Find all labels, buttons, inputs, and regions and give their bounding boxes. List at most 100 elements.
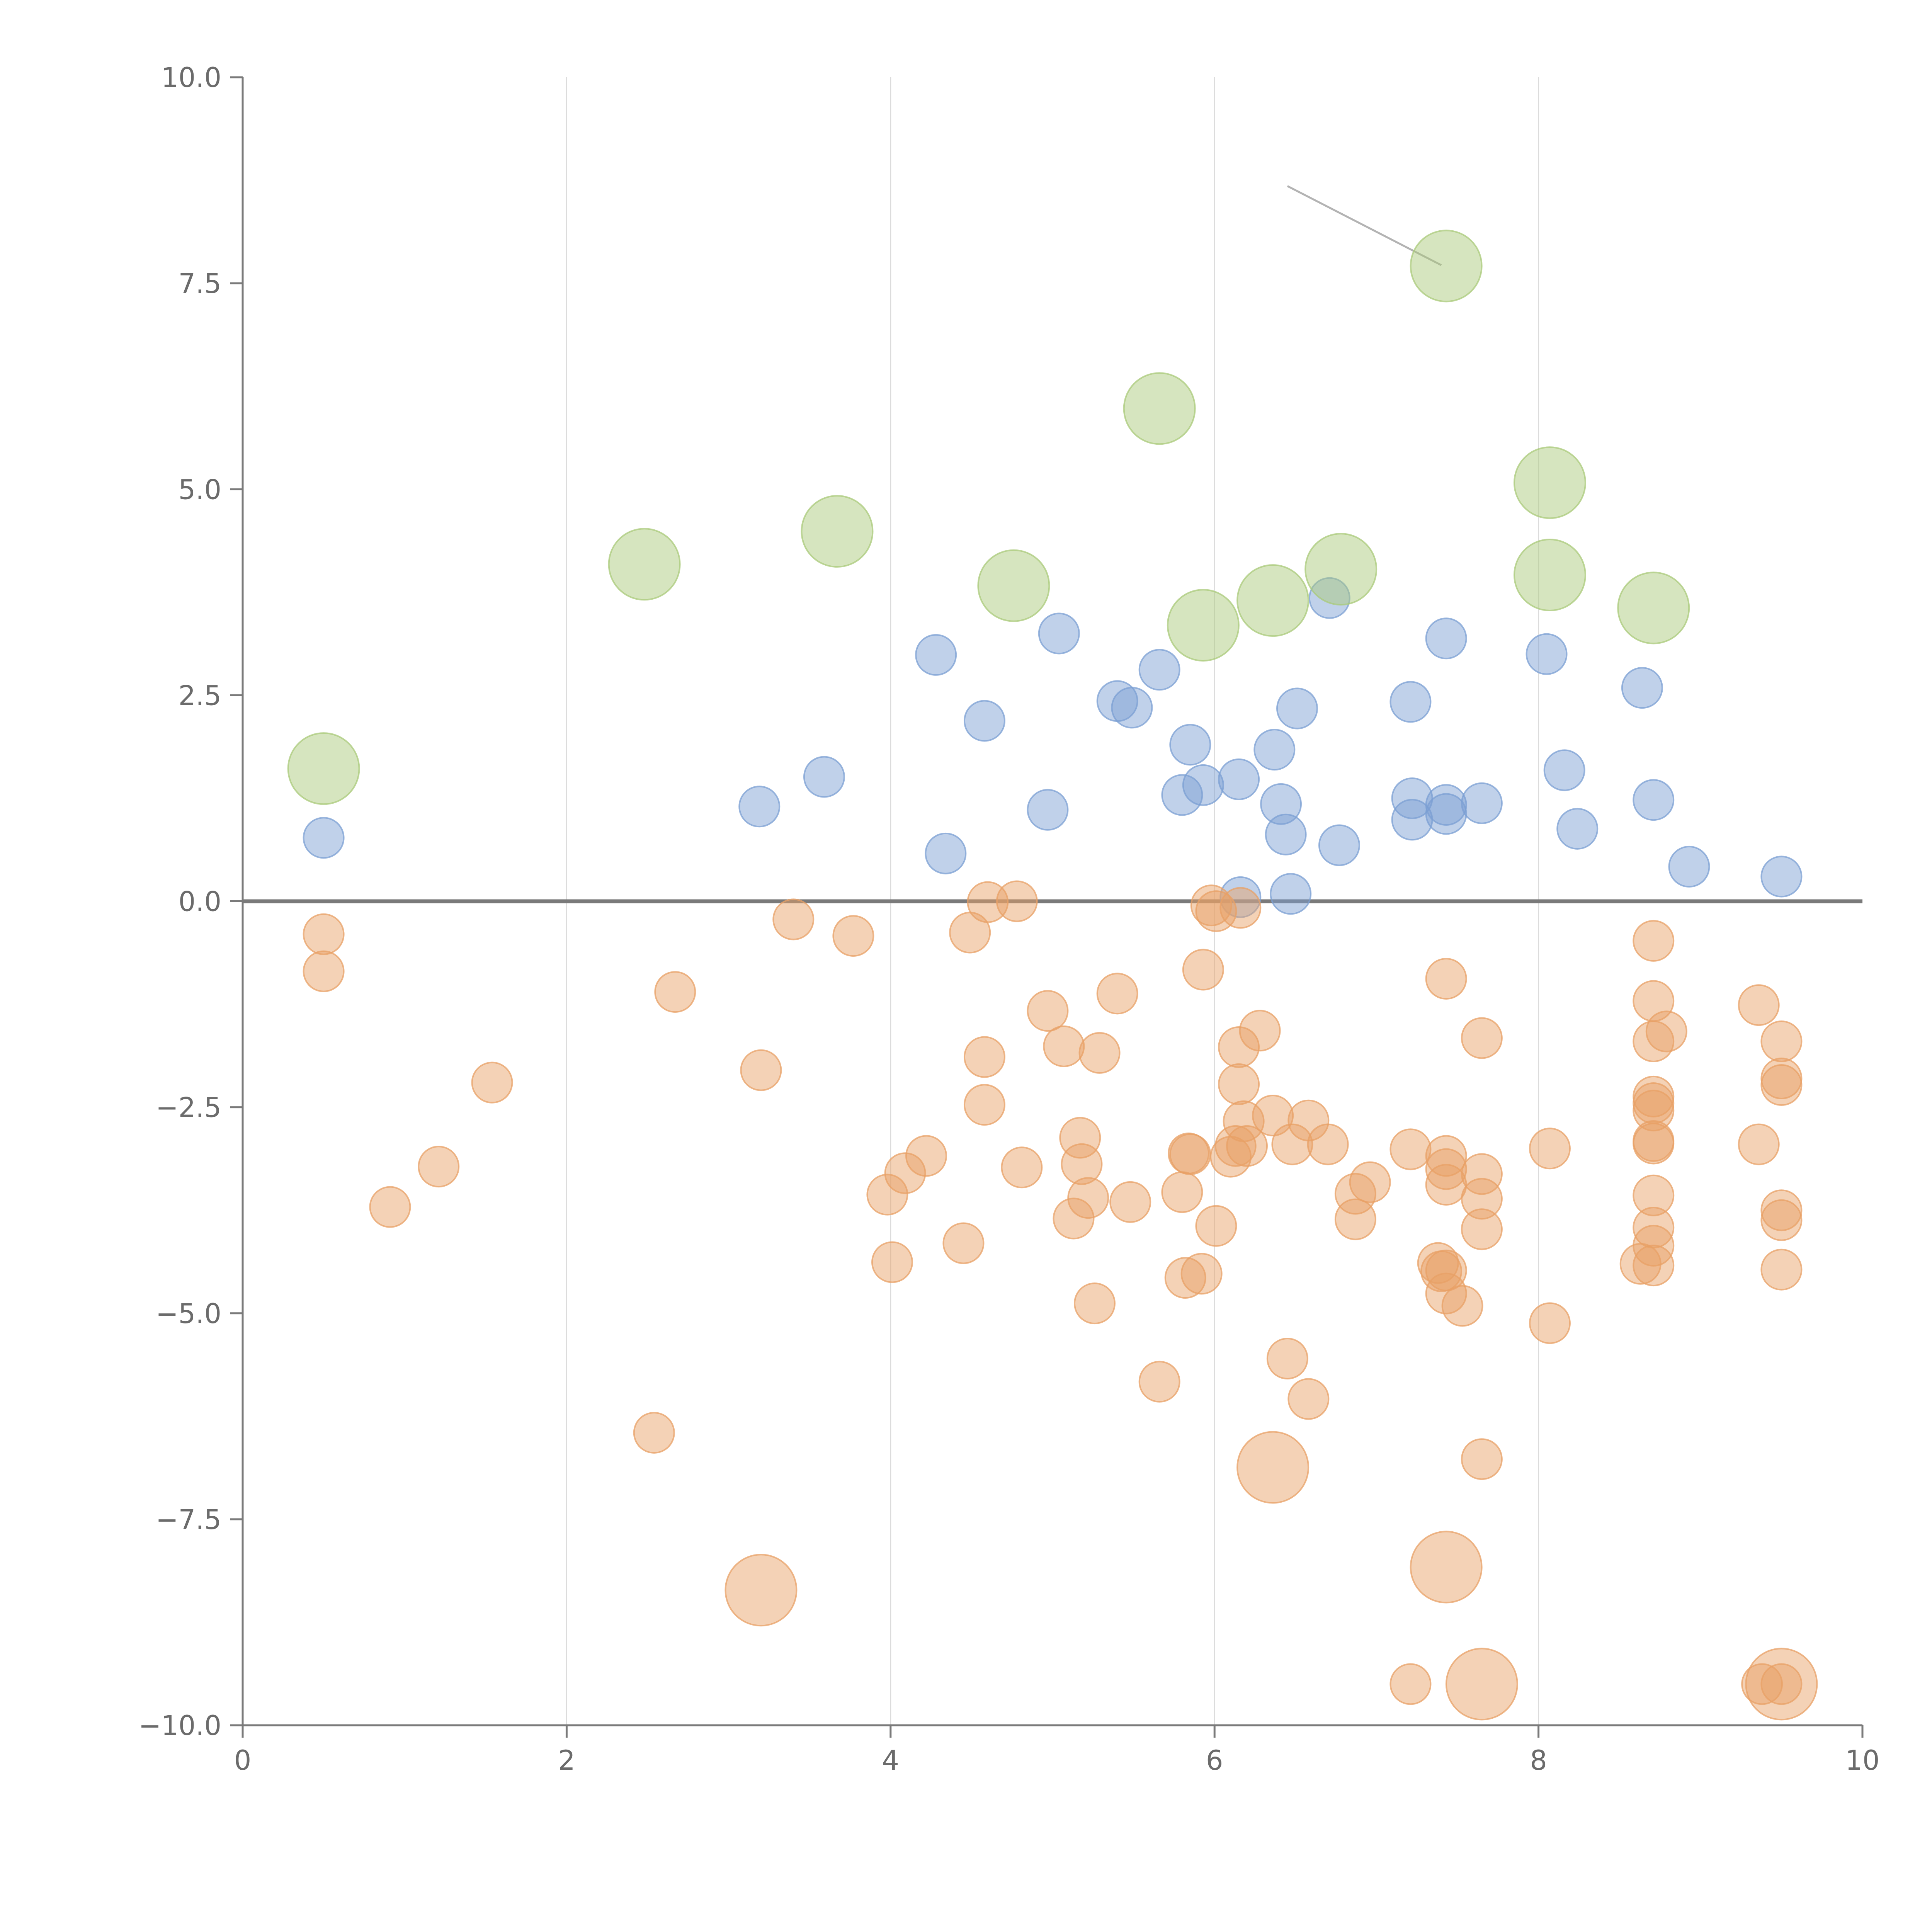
bubble-s2-p1 xyxy=(303,950,345,992)
bubble-s0-p33 xyxy=(1621,667,1663,709)
bubble-s2-p9 xyxy=(832,915,874,957)
bubble-s0-p4 xyxy=(925,832,967,874)
bubble-s2-p28 xyxy=(1078,1032,1121,1074)
bubble-s2-p64 xyxy=(1425,1135,1467,1177)
bubble-s0-p35 xyxy=(1668,845,1710,888)
bubble-s2-p99 xyxy=(1760,1663,1803,1705)
bubble-s2-p19 xyxy=(996,880,1038,922)
x-tick-label-1: 2 xyxy=(558,1745,575,1776)
bubble-s2-p85 xyxy=(1633,1174,1675,1216)
bubble-s0-p23 xyxy=(1389,681,1432,723)
bubble-s0-p10 xyxy=(1138,649,1180,691)
bubble-s2-p31 xyxy=(1138,1361,1180,1403)
bubble-s2-p12 xyxy=(884,1152,926,1194)
bubble-s1-p2 xyxy=(801,495,874,568)
bubble-s0-p18 xyxy=(1265,813,1307,855)
bubble-s2-p69 xyxy=(1461,1178,1503,1220)
bubble-s2-p25 xyxy=(1061,1143,1103,1185)
bubble-s0-p31 xyxy=(1543,749,1585,791)
bubble-s2-p96 xyxy=(1760,1189,1803,1231)
bubble-s2-p50 xyxy=(1266,1338,1308,1380)
bubble-s2-p57 xyxy=(1349,1161,1391,1203)
bubble-s2-p22 xyxy=(1043,1025,1085,1067)
bubble-s2-p52 xyxy=(1287,1378,1330,1420)
y-tick-label-5: 2.5 xyxy=(179,680,221,711)
bubble-s2-p74 xyxy=(1529,1128,1571,1170)
bubble-s2-p70 xyxy=(1461,1208,1503,1250)
bubble-s0-p2 xyxy=(803,756,845,798)
bubble-s1-p5 xyxy=(1167,589,1240,662)
bubble-s2-p36 xyxy=(1180,1253,1223,1295)
bubble-s2-p43 xyxy=(1218,1026,1260,1068)
bubble-s2-p10 xyxy=(866,1173,908,1216)
bubble-s1-p6 xyxy=(1236,564,1310,637)
bubble-s2-p86 xyxy=(1633,1206,1675,1248)
bubble-s3-p3 xyxy=(1445,1648,1518,1721)
bubble-s2-p21 xyxy=(1027,990,1069,1032)
bubble-s2-p97 xyxy=(1760,1199,1803,1241)
bubble-s0-p7 xyxy=(1038,612,1080,655)
bubble-s0-p27 xyxy=(1425,784,1467,826)
bubble-s0-p11 xyxy=(1161,774,1203,816)
bubble-s2-p65 xyxy=(1425,1148,1467,1190)
y-tick-label-1: −7.5 xyxy=(156,1504,221,1536)
bubble-s0-p20 xyxy=(1276,687,1318,730)
bubble-s2-p47 xyxy=(1226,1125,1268,1167)
bubble-s0-p13 xyxy=(1182,764,1224,806)
bubble-s2-p6 xyxy=(654,971,696,1013)
bubble-s2-p4 xyxy=(471,1061,513,1104)
x-tick-label-4: 8 xyxy=(1530,1745,1547,1776)
bubble-s0-p19 xyxy=(1270,873,1312,915)
bubble-s2-p84 xyxy=(1633,1122,1675,1165)
bubble-s0-p6 xyxy=(1027,789,1069,831)
bubble-s0-p22 xyxy=(1318,824,1360,866)
x-tick-label-3: 6 xyxy=(1206,1745,1223,1776)
bubble-s3-p0 xyxy=(724,1554,798,1627)
bubble-s2-p42 xyxy=(1214,1125,1257,1167)
bubble-s2-p82 xyxy=(1633,1082,1675,1124)
bubble-s0-p17 xyxy=(1260,783,1302,825)
bubble-s1-p10 xyxy=(1513,539,1586,612)
bubble-s3-p2 xyxy=(1410,1531,1483,1604)
y-tick-label-0: −10.0 xyxy=(138,1710,221,1742)
bubble-s2-p3 xyxy=(418,1146,460,1188)
bubble-s0-p21 xyxy=(1308,577,1350,619)
bubble-s2-p71 xyxy=(1461,1153,1503,1195)
bubble-s2-p59 xyxy=(1389,1128,1432,1170)
bubble-s0-p36 xyxy=(1760,855,1803,898)
points-layer xyxy=(287,230,1818,1721)
bubble-s2-p23 xyxy=(1053,1197,1095,1240)
bubble-s2-p8 xyxy=(772,898,815,940)
bubble-s2-p32 xyxy=(1161,1171,1203,1213)
bubble-s1-p11 xyxy=(1617,571,1690,645)
bubble-s2-p89 xyxy=(1645,1010,1687,1053)
y-tick-label-7: 7.5 xyxy=(179,268,221,299)
bubble-s2-p58 xyxy=(1389,1663,1432,1705)
bubble-s0-p0 xyxy=(303,817,345,859)
bubble-s0-p1 xyxy=(738,786,781,828)
bubble-s2-p49 xyxy=(1252,1094,1294,1136)
axis-layer xyxy=(230,76,1864,1738)
bubble-s2-p40 xyxy=(1195,1205,1237,1247)
bubble-s2-p14 xyxy=(942,1222,985,1264)
bubble-s2-p93 xyxy=(1760,1020,1803,1063)
bubble-s2-p90 xyxy=(1738,984,1780,1026)
bubble-s3-p1 xyxy=(1236,1431,1310,1504)
bubble-s2-p56 xyxy=(1334,1198,1376,1240)
bubble-s0-p28 xyxy=(1425,793,1467,835)
bubble-s0-p3 xyxy=(915,634,957,676)
bubble-s1-p7 xyxy=(1304,533,1378,606)
annotation-leader-line xyxy=(1287,185,1442,266)
bubble-s0-p16 xyxy=(1253,729,1296,771)
bubble-s2-p75 xyxy=(1529,1302,1571,1344)
bubble-s2-p7 xyxy=(740,1049,782,1091)
bubble-s2-p68 xyxy=(1441,1285,1483,1327)
bubble-s1-p4 xyxy=(1123,372,1196,445)
bubble-s1-p0 xyxy=(287,732,360,805)
bubble-s2-p51 xyxy=(1271,1123,1313,1165)
bubble-s0-p29 xyxy=(1461,782,1503,824)
bubble-s2-p13 xyxy=(905,1135,947,1177)
x-tick-label-5: 10 xyxy=(1845,1745,1879,1776)
